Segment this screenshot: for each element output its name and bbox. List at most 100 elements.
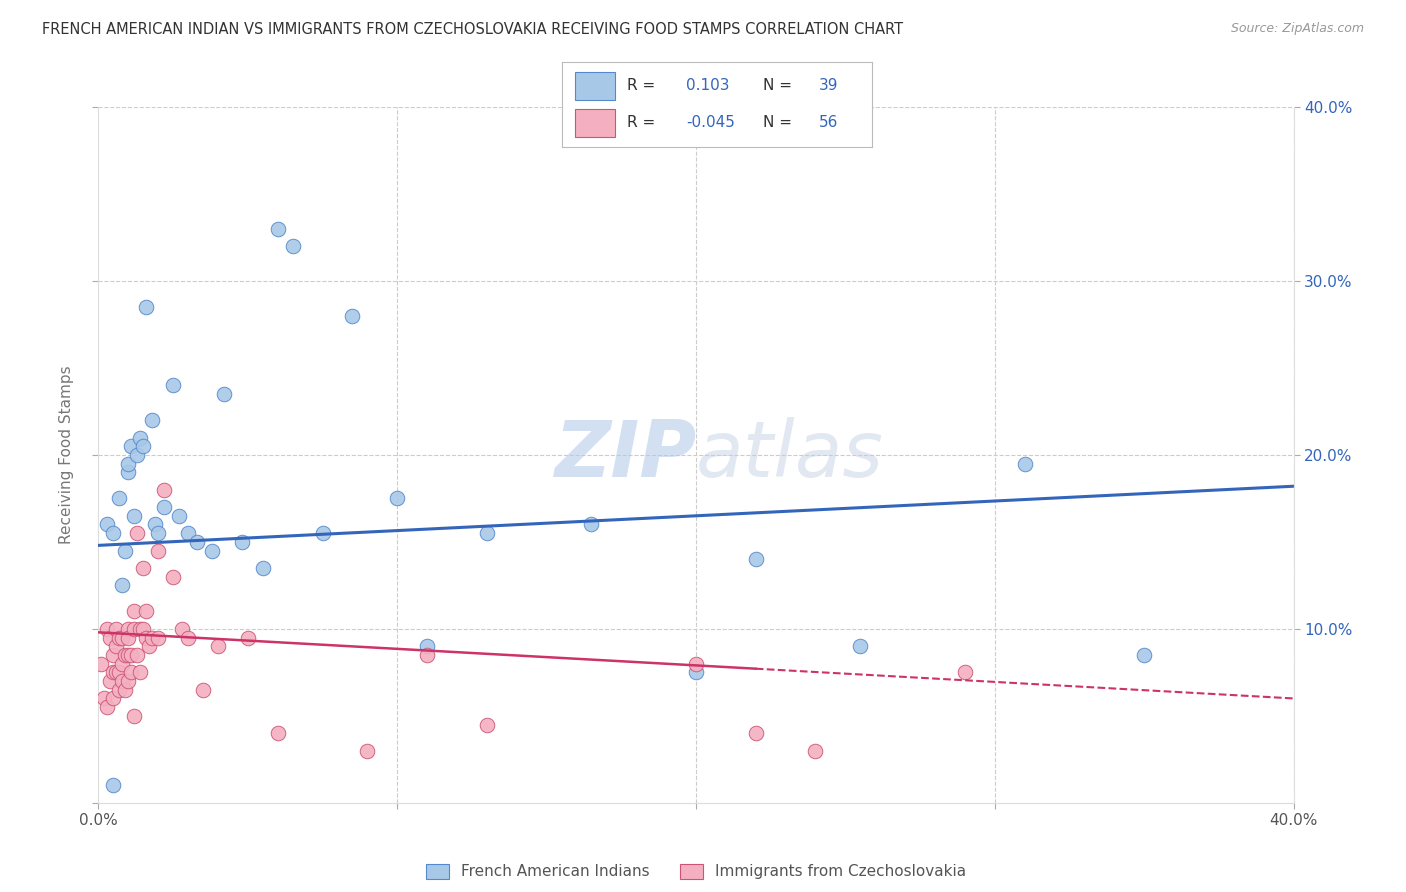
Point — [342, 309, 364, 323]
Text: R =: R = — [627, 78, 655, 93]
Point — [111, 674, 134, 689]
Y-axis label: Receiving Food Stamps: Receiving Food Stamps — [59, 366, 75, 544]
Point — [96, 622, 118, 636]
Point — [108, 665, 131, 680]
Text: -0.045: -0.045 — [686, 115, 735, 130]
Point — [129, 665, 152, 680]
Point — [120, 439, 142, 453]
Legend: French American Indians, Immigrants from Czechoslovakia: French American Indians, Immigrants from… — [419, 857, 973, 886]
Point — [745, 726, 768, 740]
Text: 39: 39 — [820, 78, 838, 93]
Point — [93, 691, 115, 706]
Point — [311, 526, 333, 541]
FancyBboxPatch shape — [575, 71, 614, 100]
Point — [105, 639, 128, 653]
Point — [117, 648, 139, 662]
Point — [953, 665, 976, 680]
Point — [1133, 648, 1156, 662]
Point — [132, 439, 155, 453]
Text: R =: R = — [627, 115, 655, 130]
Point — [141, 413, 163, 427]
Point — [117, 674, 139, 689]
Point — [153, 500, 176, 514]
Point — [105, 665, 128, 680]
Point — [153, 483, 176, 497]
Point — [103, 778, 125, 792]
Text: 56: 56 — [820, 115, 838, 130]
Text: Source: ZipAtlas.com: Source: ZipAtlas.com — [1230, 22, 1364, 36]
Point — [103, 665, 125, 680]
Point — [129, 431, 152, 445]
Point — [685, 657, 707, 671]
Point — [745, 552, 768, 566]
Point — [207, 639, 229, 653]
Point — [385, 491, 409, 506]
Point — [111, 657, 134, 671]
Point — [135, 605, 157, 619]
Point — [114, 682, 136, 697]
Point — [267, 726, 290, 740]
Point — [177, 526, 200, 541]
Point — [201, 543, 224, 558]
Point — [90, 657, 112, 671]
Point — [117, 457, 139, 471]
Point — [148, 631, 170, 645]
Point — [162, 570, 184, 584]
Point — [141, 631, 163, 645]
Point — [281, 239, 304, 253]
Point — [475, 526, 498, 541]
Text: 0.103: 0.103 — [686, 78, 730, 93]
Text: atlas: atlas — [696, 417, 884, 493]
Point — [212, 387, 235, 401]
Point — [100, 631, 122, 645]
Point — [849, 639, 872, 653]
Text: N =: N = — [763, 115, 793, 130]
Point — [475, 717, 498, 731]
Point — [96, 517, 118, 532]
Point — [252, 561, 274, 575]
Point — [148, 526, 170, 541]
Point — [1014, 457, 1036, 471]
Text: ZIP: ZIP — [554, 417, 696, 493]
Point — [114, 543, 136, 558]
Point — [114, 648, 136, 662]
Point — [416, 648, 439, 662]
Point — [124, 708, 146, 723]
Point — [138, 639, 160, 653]
Point — [167, 508, 190, 523]
Point — [117, 466, 139, 480]
Point — [127, 526, 149, 541]
Point — [236, 631, 259, 645]
Point — [804, 744, 827, 758]
Point — [148, 543, 170, 558]
FancyBboxPatch shape — [575, 109, 614, 137]
Point — [124, 622, 146, 636]
Point — [581, 517, 603, 532]
Point — [124, 605, 146, 619]
Point — [108, 631, 131, 645]
Point — [177, 631, 200, 645]
Point — [191, 682, 214, 697]
Point — [172, 622, 194, 636]
Text: FRENCH AMERICAN INDIAN VS IMMIGRANTS FROM CZECHOSLOVAKIA RECEIVING FOOD STAMPS C: FRENCH AMERICAN INDIAN VS IMMIGRANTS FRO… — [42, 22, 903, 37]
Point — [356, 744, 378, 758]
Point — [186, 534, 208, 549]
Point — [132, 622, 155, 636]
Point — [96, 700, 118, 714]
Point — [416, 639, 439, 653]
Point — [108, 682, 131, 697]
Point — [103, 648, 125, 662]
Point — [143, 517, 166, 532]
Point — [111, 631, 134, 645]
Point — [111, 578, 134, 592]
Point — [103, 691, 125, 706]
Point — [127, 648, 149, 662]
Point — [135, 631, 157, 645]
Point — [135, 300, 157, 314]
Point — [117, 622, 139, 636]
Point — [132, 561, 155, 575]
Point — [108, 491, 131, 506]
Point — [120, 665, 142, 680]
Point — [127, 448, 149, 462]
Point — [162, 378, 184, 392]
